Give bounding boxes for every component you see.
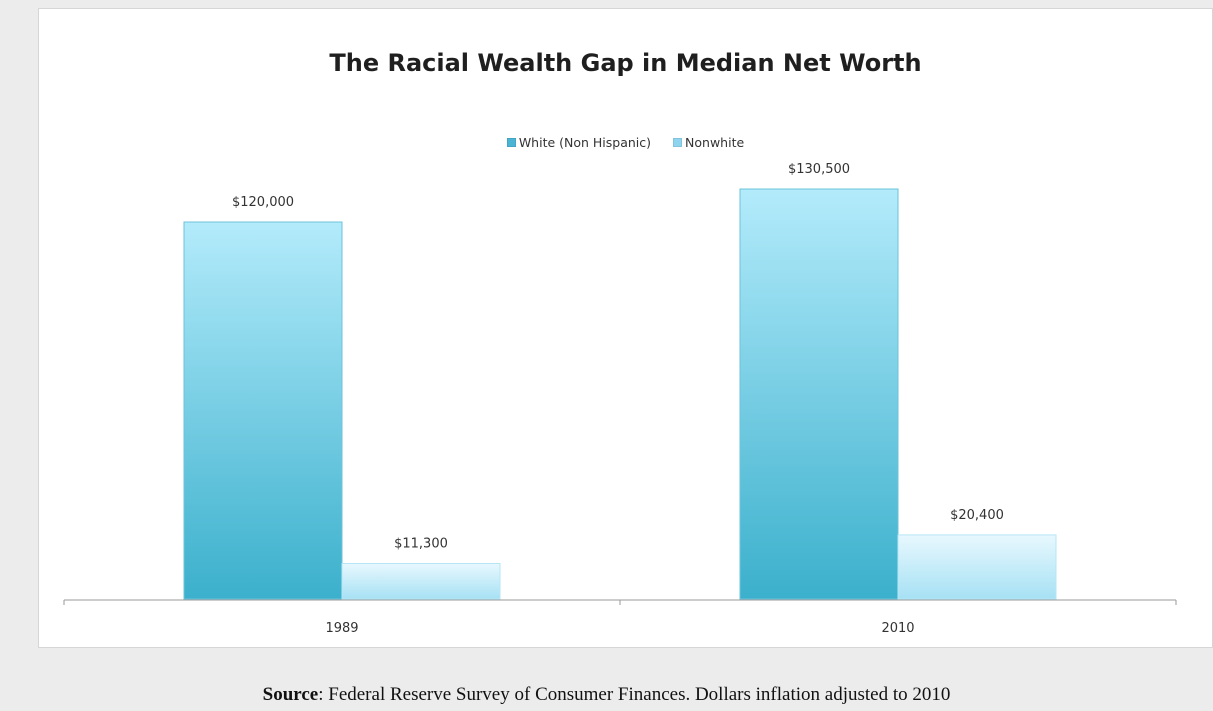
chart-card: The Racial Wealth Gap in Median Net Wort… (38, 8, 1213, 648)
category-label-1989: 1989 (325, 621, 358, 636)
legend-item-white: White (Non Hispanic) (506, 135, 652, 150)
legend-label-nonwhite: Nonwhite (685, 135, 745, 150)
bar-nonwhite-1989 (341, 562, 501, 600)
legend-swatch-white (506, 138, 516, 147)
chart-legend: White (Non Hispanic) Nonwhite (39, 135, 1212, 150)
data-label-nonwhite-1989: $11,300 (394, 536, 448, 551)
source-note: Source: Federal Reserve Survey of Consum… (0, 684, 1213, 706)
bar-white-2010 (739, 188, 899, 600)
data-label-nonwhite-2010: $20,400 (950, 508, 1004, 523)
source-label: Source (262, 684, 319, 705)
category-label-2010: 2010 (881, 621, 914, 636)
chart-title: The Racial Wealth Gap in Median Net Wort… (329, 49, 922, 77)
chart-plot-area: $120,000 $11,300 1989 $130,500 $20,400 2010 (63, 162, 1177, 636)
data-label-white-1989: $120,000 (232, 195, 294, 210)
legend-swatch-nonwhite (673, 138, 683, 147)
bar-white-1989 (183, 221, 343, 600)
bar-nonwhite-2010 (897, 534, 1057, 600)
legend-item-nonwhite: Nonwhite (673, 135, 744, 150)
legend-label-white: White (Non Hispanic) (518, 135, 652, 150)
source-text: : Federal Reserve Survey of Consumer Fin… (318, 684, 951, 705)
data-label-white-2010: $130,500 (788, 162, 850, 177)
